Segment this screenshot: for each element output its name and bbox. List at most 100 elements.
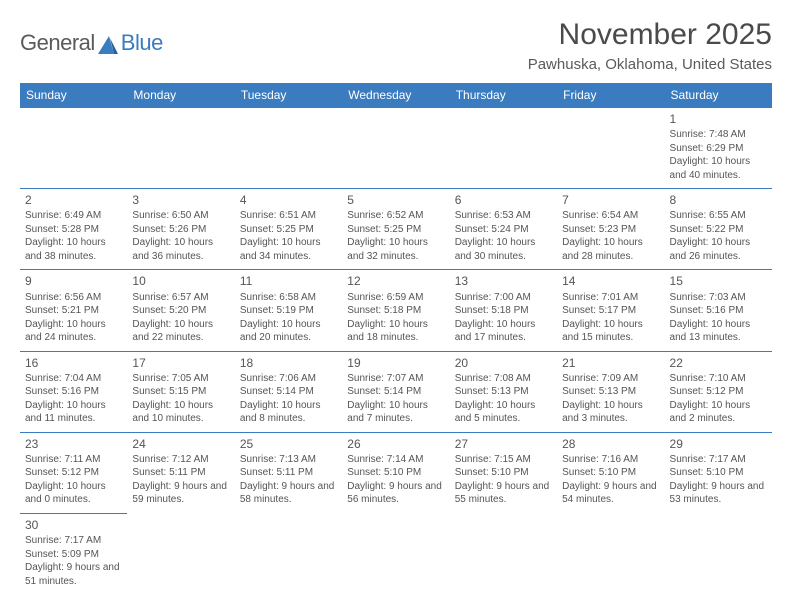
calendar-cell: 27Sunrise: 7:15 AMSunset: 5:10 PMDayligh… <box>450 432 557 513</box>
calendar-table: Sunday Monday Tuesday Wednesday Thursday… <box>20 83 772 594</box>
day-number: 26 <box>347 436 444 452</box>
sunrise-text: Sunrise: 7:12 AM <box>132 453 229 467</box>
sunset-text: Sunset: 5:20 PM <box>132 304 229 318</box>
daylight-text: Daylight: 10 hours and 0 minutes. <box>25 480 122 507</box>
calendar-cell: 17Sunrise: 7:05 AMSunset: 5:15 PMDayligh… <box>127 351 234 432</box>
sunrise-text: Sunrise: 7:16 AM <box>562 453 659 467</box>
daylight-text: Daylight: 10 hours and 2 minutes. <box>670 399 767 426</box>
day-number: 13 <box>455 273 552 289</box>
calendar-week-row: 1Sunrise: 7:48 AMSunset: 6:29 PMDaylight… <box>20 108 772 189</box>
day-number: 10 <box>132 273 229 289</box>
sunrise-text: Sunrise: 6:50 AM <box>132 209 229 223</box>
sunrise-text: Sunrise: 6:59 AM <box>347 291 444 305</box>
day-number: 24 <box>132 436 229 452</box>
daylight-text: Daylight: 9 hours and 51 minutes. <box>25 561 122 588</box>
day-number: 30 <box>25 517 122 533</box>
day-number: 17 <box>132 355 229 371</box>
sunset-text: Sunset: 5:11 PM <box>132 466 229 480</box>
daylight-text: Daylight: 10 hours and 20 minutes. <box>240 318 337 345</box>
sunset-text: Sunset: 5:17 PM <box>562 304 659 318</box>
sunrise-text: Sunrise: 7:03 AM <box>670 291 767 305</box>
daylight-text: Daylight: 10 hours and 10 minutes. <box>132 399 229 426</box>
title-block: November 2025 Pawhuska, Oklahoma, United… <box>528 18 772 73</box>
calendar-cell <box>127 513 234 594</box>
daylight-text: Daylight: 9 hours and 54 minutes. <box>562 480 659 507</box>
day-number: 1 <box>670 111 767 127</box>
calendar-cell: 1Sunrise: 7:48 AMSunset: 6:29 PMDaylight… <box>665 108 772 189</box>
calendar-week-row: 16Sunrise: 7:04 AMSunset: 5:16 PMDayligh… <box>20 351 772 432</box>
day-number: 29 <box>670 436 767 452</box>
daylight-text: Daylight: 9 hours and 59 minutes. <box>132 480 229 507</box>
calendar-cell: 26Sunrise: 7:14 AMSunset: 5:10 PMDayligh… <box>342 432 449 513</box>
day-header: Wednesday <box>342 83 449 108</box>
sunrise-text: Sunrise: 7:17 AM <box>25 534 122 548</box>
day-header: Thursday <box>450 83 557 108</box>
calendar-cell <box>342 513 449 594</box>
day-header: Tuesday <box>235 83 342 108</box>
sunset-text: Sunset: 5:13 PM <box>562 385 659 399</box>
sunset-text: Sunset: 5:10 PM <box>670 466 767 480</box>
day-number: 4 <box>240 192 337 208</box>
sunrise-text: Sunrise: 7:15 AM <box>455 453 552 467</box>
calendar-week-row: 9Sunrise: 6:56 AMSunset: 5:21 PMDaylight… <box>20 270 772 351</box>
sunrise-text: Sunrise: 6:55 AM <box>670 209 767 223</box>
daylight-text: Daylight: 10 hours and 18 minutes. <box>347 318 444 345</box>
day-header: Sunday <box>20 83 127 108</box>
calendar-cell: 21Sunrise: 7:09 AMSunset: 5:13 PMDayligh… <box>557 351 664 432</box>
sunset-text: Sunset: 5:09 PM <box>25 548 122 562</box>
calendar-cell: 19Sunrise: 7:07 AMSunset: 5:14 PMDayligh… <box>342 351 449 432</box>
sunset-text: Sunset: 5:16 PM <box>25 385 122 399</box>
sunset-text: Sunset: 5:14 PM <box>347 385 444 399</box>
calendar-week-row: 2Sunrise: 6:49 AMSunset: 5:28 PMDaylight… <box>20 189 772 270</box>
daylight-text: Daylight: 10 hours and 7 minutes. <box>347 399 444 426</box>
day-number: 16 <box>25 355 122 371</box>
calendar-cell: 22Sunrise: 7:10 AMSunset: 5:12 PMDayligh… <box>665 351 772 432</box>
day-number: 5 <box>347 192 444 208</box>
calendar-cell: 10Sunrise: 6:57 AMSunset: 5:20 PMDayligh… <box>127 270 234 351</box>
calendar-cell: 20Sunrise: 7:08 AMSunset: 5:13 PMDayligh… <box>450 351 557 432</box>
daylight-text: Daylight: 10 hours and 40 minutes. <box>670 155 767 182</box>
calendar-cell: 8Sunrise: 6:55 AMSunset: 5:22 PMDaylight… <box>665 189 772 270</box>
sunrise-text: Sunrise: 6:49 AM <box>25 209 122 223</box>
sunset-text: Sunset: 5:10 PM <box>455 466 552 480</box>
calendar-cell <box>20 108 127 189</box>
day-number: 2 <box>25 192 122 208</box>
calendar-cell: 28Sunrise: 7:16 AMSunset: 5:10 PMDayligh… <box>557 432 664 513</box>
day-number: 23 <box>25 436 122 452</box>
calendar-cell: 29Sunrise: 7:17 AMSunset: 5:10 PMDayligh… <box>665 432 772 513</box>
daylight-text: Daylight: 9 hours and 55 minutes. <box>455 480 552 507</box>
day-header: Friday <box>557 83 664 108</box>
calendar-cell: 16Sunrise: 7:04 AMSunset: 5:16 PMDayligh… <box>20 351 127 432</box>
day-number: 6 <box>455 192 552 208</box>
logo-sail-icon <box>98 36 118 54</box>
calendar-cell: 18Sunrise: 7:06 AMSunset: 5:14 PMDayligh… <box>235 351 342 432</box>
sunrise-text: Sunrise: 7:00 AM <box>455 291 552 305</box>
day-number: 11 <box>240 273 337 289</box>
daylight-text: Daylight: 9 hours and 56 minutes. <box>347 480 444 507</box>
logo: General Blue <box>20 18 163 56</box>
day-number: 19 <box>347 355 444 371</box>
sunrise-text: Sunrise: 7:01 AM <box>562 291 659 305</box>
daylight-text: Daylight: 10 hours and 32 minutes. <box>347 236 444 263</box>
sunrise-text: Sunrise: 6:53 AM <box>455 209 552 223</box>
day-number: 25 <box>240 436 337 452</box>
calendar-cell: 23Sunrise: 7:11 AMSunset: 5:12 PMDayligh… <box>20 432 127 513</box>
calendar-cell: 15Sunrise: 7:03 AMSunset: 5:16 PMDayligh… <box>665 270 772 351</box>
sunset-text: Sunset: 5:24 PM <box>455 223 552 237</box>
logo-text-general: General <box>20 30 95 56</box>
calendar-cell: 13Sunrise: 7:00 AMSunset: 5:18 PMDayligh… <box>450 270 557 351</box>
day-header: Saturday <box>665 83 772 108</box>
logo-text-blue: Blue <box>121 30 163 56</box>
sunrise-text: Sunrise: 7:09 AM <box>562 372 659 386</box>
calendar-cell: 9Sunrise: 6:56 AMSunset: 5:21 PMDaylight… <box>20 270 127 351</box>
calendar-cell: 11Sunrise: 6:58 AMSunset: 5:19 PMDayligh… <box>235 270 342 351</box>
month-title: November 2025 <box>528 18 772 52</box>
day-header-row: Sunday Monday Tuesday Wednesday Thursday… <box>20 83 772 108</box>
day-number: 3 <box>132 192 229 208</box>
calendar-cell <box>557 513 664 594</box>
sunrise-text: Sunrise: 7:11 AM <box>25 453 122 467</box>
sunset-text: Sunset: 5:10 PM <box>347 466 444 480</box>
sunset-text: Sunset: 5:16 PM <box>670 304 767 318</box>
calendar-cell <box>127 108 234 189</box>
sunset-text: Sunset: 6:29 PM <box>670 142 767 156</box>
